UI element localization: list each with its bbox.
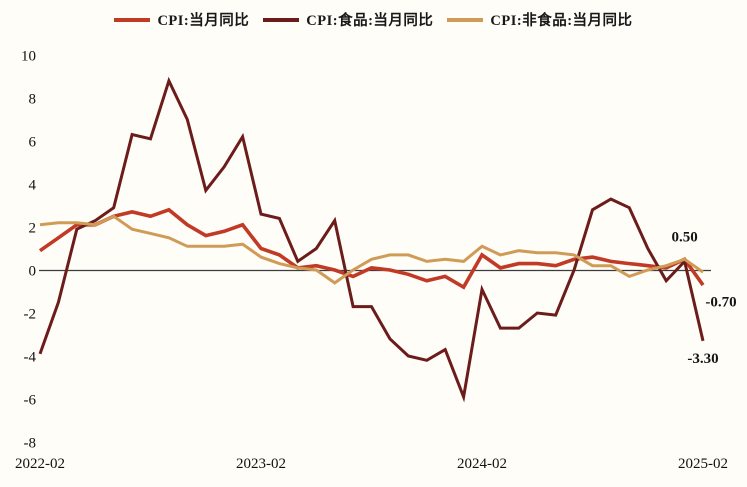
series-line-2: [39, 214, 704, 285]
legend-item-cpi-food: CPI:食品:当月同比: [263, 9, 433, 30]
y-axis-tick-label: -6: [24, 392, 37, 408]
y-axis-tick-label: 8: [29, 91, 37, 107]
y-axis-tick-label: 6: [29, 134, 37, 150]
value-annotation: -0.70: [705, 294, 736, 310]
y-axis-tick-label: -4: [24, 349, 37, 365]
x-axis-tick-label: 2022-02: [15, 456, 65, 472]
legend-label-cpi-nonfood: CPI:非食品:当月同比: [490, 13, 633, 29]
x-axis-tick-label: 2024-02: [457, 456, 507, 472]
y-axis-tick-label: -8: [24, 435, 37, 451]
value-annotation: 0.50: [671, 230, 697, 246]
y-axis-tick-label: 4: [29, 177, 37, 193]
x-axis-tick-label: 2025-02: [678, 456, 728, 472]
legend-label-cpi: CPI:当月同比: [157, 13, 250, 29]
y-axis-tick-label: -2: [24, 306, 37, 322]
legend-item-cpi-nonfood: CPI:非食品:当月同比: [447, 9, 632, 30]
y-axis-tick-label: 10: [21, 48, 36, 64]
legend-item-cpi: CPI:当月同比: [114, 9, 249, 30]
chart-legend: CPI:当月同比 CPI:食品:当月同比 CPI:非食品:当月同比: [0, 9, 747, 30]
y-axis-tick-label: 2: [29, 220, 37, 236]
legend-label-cpi-food: CPI:食品:当月同比: [306, 13, 434, 29]
legend-line-swatch-cpi: [114, 17, 151, 22]
legend-line-swatch-cpi-food: [263, 17, 300, 22]
series-line-0: [38, 207, 705, 290]
x-axis-tick-label: 2023-02: [236, 456, 286, 472]
value-annotation: -3.30: [687, 351, 718, 367]
legend-line-swatch-cpi-nonfood: [447, 17, 484, 22]
y-axis-tick-label: 0: [29, 263, 37, 279]
series-line-1: [38, 76, 705, 403]
